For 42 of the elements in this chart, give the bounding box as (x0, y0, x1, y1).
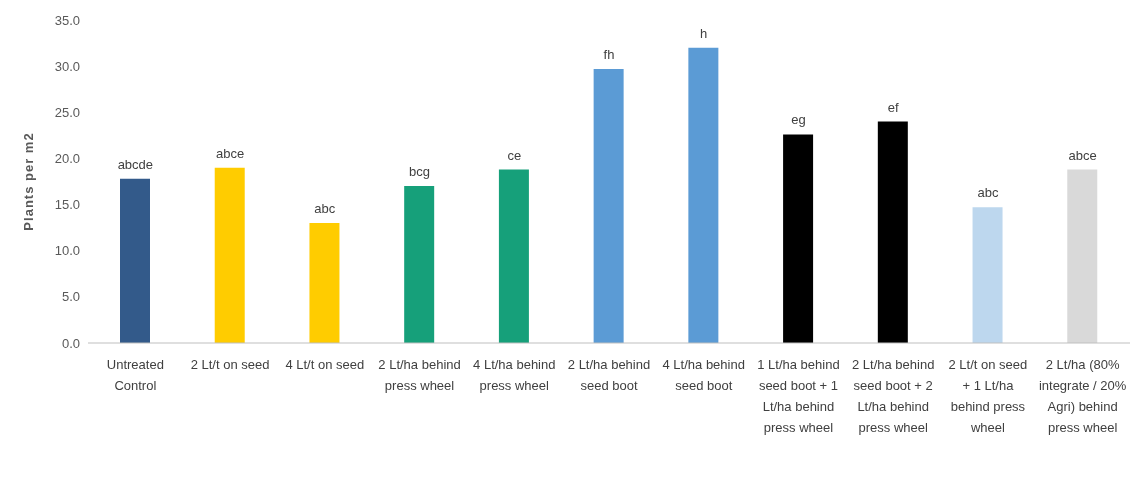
x-tick-label: 4 Lt/ha behind press wheel (473, 357, 556, 393)
x-tick-label: 2 Lt/t on seed + 1 Lt/ha behind press wheel (948, 357, 1028, 435)
bar (404, 186, 435, 343)
annotation: abce (1068, 147, 1097, 163)
bar (120, 178, 150, 343)
x-tick-label: 2 Lt/ha behind press wheel (378, 357, 461, 393)
annotation: abce (215, 145, 245, 161)
annotation: h (700, 25, 708, 41)
x-tick-label: 4 Lt/ha behind seed boot (662, 357, 745, 393)
annotation: abcde (117, 156, 154, 172)
bar (214, 167, 245, 343)
annotation: fh (603, 46, 615, 62)
x-tick-label: 2 Lt/ha behind seed boot (567, 357, 651, 393)
y-axis-title: Plants per m2 (20, 132, 36, 231)
bar (688, 47, 719, 343)
x-tick-label: 1 Lt/ha behind seed boot + 1 Lt/ha behind press wheel (757, 357, 840, 435)
bar (877, 121, 908, 343)
y-tick-label: 5.0 (61, 289, 80, 305)
y-tick-label: 10.0 (54, 243, 80, 259)
y-tick-label: 15.0 (54, 197, 80, 213)
y-tick-label: 20.0 (54, 151, 80, 167)
annotation: ef (887, 99, 899, 115)
y-tick-label: 25.0 (54, 104, 80, 120)
annotation: abc (314, 201, 336, 217)
bar (1067, 169, 1098, 343)
bar (593, 68, 624, 343)
annotation: eg (791, 112, 806, 128)
bar (972, 207, 1003, 343)
annotation: bcg (409, 164, 431, 180)
x-tick-label: Untreated Control (106, 357, 164, 393)
y-tick-label: 0.0 (61, 335, 80, 351)
x-tick-label: 2 Lt/ha (80% integrate / 20% Agri) behind press wheel (1038, 357, 1127, 435)
annotation: abc (977, 185, 999, 201)
bar (498, 169, 529, 343)
bar (783, 134, 814, 343)
x-tick-label: 4 Lt/t on seed (285, 357, 365, 372)
x-tick-label: 2 Lt/t on seed (190, 357, 270, 372)
y-tick-label: 30.0 (54, 58, 80, 74)
x-tick-label: 2 Lt/ha behind seed boot + 2 Lt/ha behind press wheel (851, 357, 935, 435)
annotation: ce (507, 147, 522, 163)
y-tick-label: 35.0 (54, 12, 80, 28)
bar (309, 223, 340, 343)
